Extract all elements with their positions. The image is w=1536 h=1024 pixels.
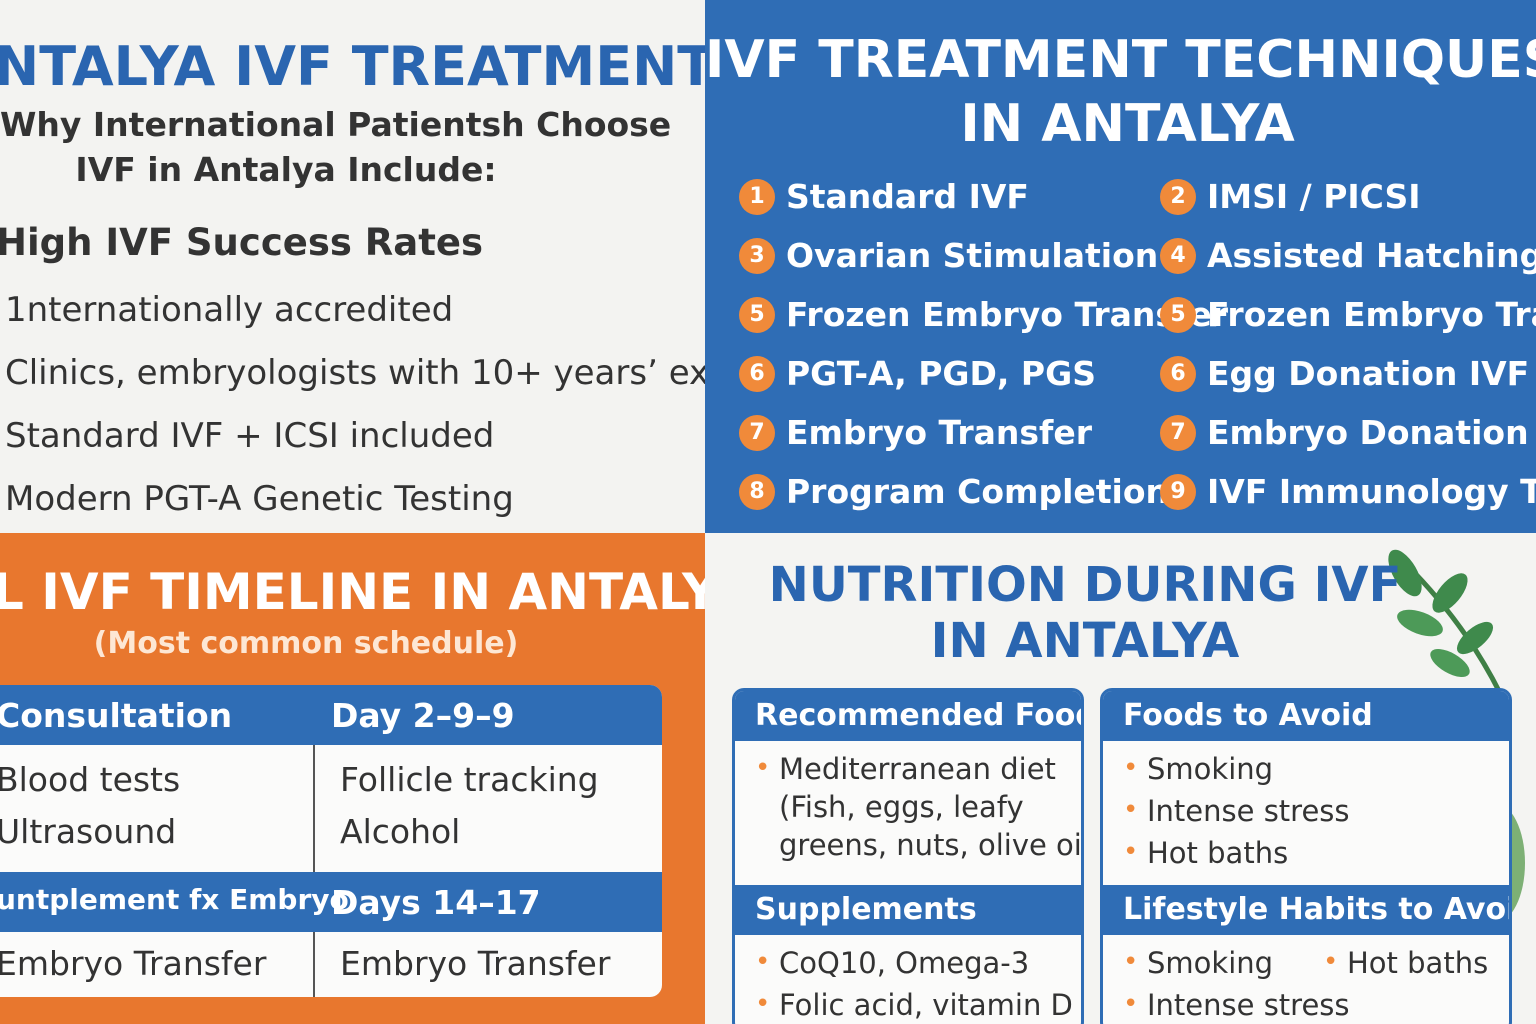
title: IVF TREATMENT TECHNIQUES xyxy=(705,30,1536,90)
box-heading: Foods to Avoid xyxy=(1123,698,1373,733)
title: IN ANTALYA xyxy=(960,94,1295,154)
box-heading: Supplements xyxy=(755,892,977,927)
header-cell: untplement fx Embryo xyxy=(0,883,349,916)
nutrition-box: Recommended Foods • Mediterranean diet (Fis… xyxy=(732,688,1084,1024)
nutrition-box: Foods to Avoid • Smoking • Intense stress • Ho… xyxy=(1100,688,1512,1024)
bullet: • xyxy=(755,989,771,1019)
bullet-text: Hot baths xyxy=(1147,836,1289,870)
body-cell: Blood tests xyxy=(0,760,181,799)
technique: PGT-A, PGD, PGS xyxy=(786,354,1096,393)
technique: IVF Immunology Tret xyxy=(1207,472,1536,511)
header-cell: Days 14–17 xyxy=(331,883,541,922)
subtitle: IVF in Antalya Include: xyxy=(75,150,497,189)
number-badge: 2 xyxy=(1160,179,1196,215)
heading: High IVF Success Rates xyxy=(0,221,484,264)
list-item: Standard IVF + ICSI included xyxy=(5,416,495,456)
technique: Standard IVF xyxy=(786,177,1029,216)
list-item: 1nternationally accredited xyxy=(5,290,454,330)
box-heading: Recommended Foods xyxy=(755,698,1084,733)
number-badge: 4 xyxy=(1160,238,1196,274)
technique: Assisted Hatching xyxy=(1207,236,1536,275)
number-badge: 5 xyxy=(739,297,775,333)
technique: Embryo Donation xyxy=(1207,413,1529,452)
technique: Ovarian Stimulation xyxy=(786,236,1159,275)
overview-panel: NTALYA IVF TREATMENT Why International Pa… xyxy=(0,0,705,533)
bullet-text: Intense stress xyxy=(1147,988,1350,1022)
number-badge: 7 xyxy=(739,415,775,451)
technique: Program Completion xyxy=(786,472,1170,511)
box-header: Foods to Avoid xyxy=(1103,691,1509,741)
bullet-text: (Fish, eggs, leafy xyxy=(779,790,1024,824)
box-header: Supplements xyxy=(735,885,1081,935)
bullet: • xyxy=(755,753,771,783)
number-badge: 3 xyxy=(739,238,775,274)
bullet-text: CoQ10, Omega-3 xyxy=(779,946,1030,980)
title: L IVF TIMELINE IN ANTALYA xyxy=(0,563,705,621)
body-cell: Ultrasound xyxy=(0,812,177,851)
technique: Egg Donation IVF xyxy=(1207,354,1530,393)
number-badge: 6 xyxy=(739,356,775,392)
nutrition-panel: NUTRITION DURING IVF IN ANTALYA Recommende… xyxy=(705,533,1536,1024)
technique: IMSI / PICSI xyxy=(1207,177,1421,216)
body-cell: Alcohol xyxy=(340,812,461,851)
bullet: • xyxy=(1123,795,1139,825)
table-header: Consultation Day 2–9–9 xyxy=(0,685,662,745)
bullet-text: Intense stress xyxy=(1147,794,1350,828)
bullet-text: Folic acid, vitamin D xyxy=(779,988,1073,1022)
bullet-text: Mediterranean diet xyxy=(779,752,1056,786)
number-badge: 6 xyxy=(1160,356,1196,392)
number-badge: 9 xyxy=(1160,474,1196,510)
title: IN ANTALYA xyxy=(930,613,1240,669)
column-divider xyxy=(313,685,315,997)
body-cell: Follicle tracking xyxy=(340,760,599,799)
number-badge: 5 xyxy=(1160,297,1196,333)
timeline-panel: L IVF TIMELINE IN ANTALYA (Most common sc… xyxy=(0,533,705,1024)
number-badge: 1 xyxy=(739,179,775,215)
technique: Frozen Embryo Trans xyxy=(1207,295,1536,334)
bullet: • xyxy=(1123,989,1139,1019)
number-badge: 7 xyxy=(1160,415,1196,451)
technique: Embryo Transfer xyxy=(786,413,1093,452)
list-item: Modern PGT-A Genetic Testing xyxy=(5,479,514,519)
number-badge: 8 xyxy=(739,474,775,510)
bullet: • xyxy=(755,947,771,977)
bullet: • xyxy=(1123,837,1139,867)
subtitle: (Most common schedule) xyxy=(93,626,519,661)
title: NUTRITION DURING IVF xyxy=(768,557,1402,613)
bullet: • xyxy=(1123,947,1139,977)
bullet-text: greens, nuts, olive oil) xyxy=(779,828,1084,862)
techniques-panel: IVF TREATMENT TECHNIQUES IN ANTALYA 1 Stand… xyxy=(705,0,1536,533)
list-item: Clinics, embryologists with 10+ years’ e… xyxy=(5,353,705,393)
subtitle: Why International Patientsh Choose xyxy=(0,105,672,144)
bullet-text: Hot baths xyxy=(1347,946,1489,980)
box-heading: Lifestyle Habits to Avoid xyxy=(1123,892,1512,927)
bullet: • xyxy=(1323,947,1339,977)
table-header: untplement fx Embryo Days 14–17 xyxy=(0,872,662,932)
bullet-text: Smoking xyxy=(1147,946,1274,980)
box-header: Recommended Foods xyxy=(735,691,1081,741)
technique: Frozen Embryo Transfer xyxy=(786,295,1229,334)
title: NTALYA IVF TREATMENT xyxy=(0,35,705,98)
body-cell: Embryo Transfer xyxy=(340,944,611,983)
bullet-text: Smoking xyxy=(1147,752,1274,786)
header-cell: Day 2–9–9 xyxy=(331,696,515,735)
body-cell: Embryo Transfer xyxy=(0,944,267,983)
bullet: • xyxy=(1123,753,1139,783)
timeline-table: Consultation Day 2–9–9 Blood tests Ultrasou… xyxy=(0,685,662,997)
header-cell: Consultation xyxy=(0,696,233,735)
box-header: Lifestyle Habits to Avoid xyxy=(1103,885,1509,935)
